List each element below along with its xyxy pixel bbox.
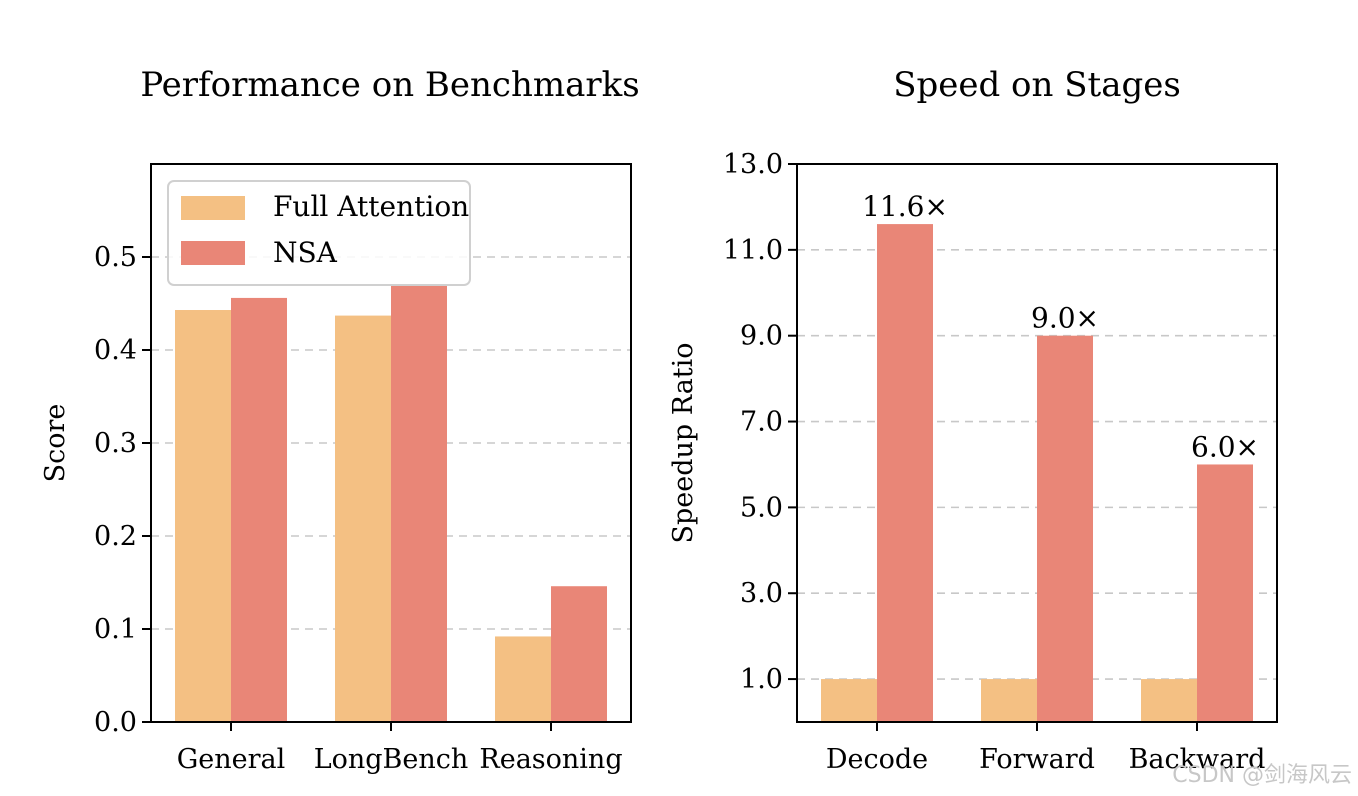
- x-tick-label: Decode: [826, 744, 928, 775]
- x-tick-label: Backward: [1129, 744, 1266, 775]
- y-tick-label: 0.5: [94, 242, 137, 273]
- y-tick-label: 7.0: [740, 407, 783, 438]
- y-tick-label: 13.0: [723, 149, 783, 180]
- x-tick-label: General: [177, 744, 286, 775]
- bar-full-attention-reasoning: [495, 636, 551, 722]
- x-tick-label: Reasoning: [479, 744, 622, 775]
- legend-label-nsa: NSA: [273, 236, 338, 269]
- legend-swatch-nsa: [181, 241, 245, 265]
- x-tick-label: Forward: [979, 744, 1095, 775]
- legend: Full Attention NSA: [167, 180, 471, 286]
- bar-nsa-longbench: [391, 285, 447, 722]
- stage-speed-chart: Speed on Stages Speedup Ratio 1.0 3.0 5.0 7…: [668, 65, 1278, 775]
- watermark: CSDN @剑海风云: [1172, 763, 1352, 788]
- chart-title: Performance on Benchmarks: [140, 65, 639, 105]
- bar-nsa-forward: [1037, 335, 1093, 722]
- y-tick-label: 0.1: [94, 614, 137, 645]
- bar-full-attention-backward: [1141, 679, 1197, 722]
- y-tick-label: 0.2: [94, 521, 137, 552]
- speedup-annotation: 6.0×: [1191, 430, 1259, 463]
- bar-full-attention-forward: [981, 679, 1037, 722]
- y-tick-label: 5.0: [740, 492, 783, 523]
- bar-nsa-decode: [877, 224, 933, 723]
- bar-nsa-reasoning: [551, 586, 607, 722]
- bar-full-attention-longbench: [335, 315, 391, 722]
- y-axis-label: Score: [40, 404, 71, 483]
- x-tick-label: LongBench: [314, 744, 469, 775]
- y-tick-label: 0.3: [94, 428, 137, 459]
- legend-label-full-attention: Full Attention: [273, 190, 469, 223]
- speedup-annotation: 9.0×: [1031, 302, 1099, 335]
- bar-full-attention-general: [175, 310, 231, 722]
- chart-title: Speed on Stages: [893, 65, 1181, 105]
- speedup-annotation: 11.6×: [862, 190, 948, 223]
- y-tick-label: 11.0: [723, 235, 783, 266]
- bar-nsa-general: [231, 297, 287, 722]
- y-tick-label: 0.4: [94, 335, 137, 366]
- y-tick-label: 1.0: [740, 664, 783, 695]
- legend-swatch-full-attention: [181, 196, 245, 220]
- y-tick-label: 3.0: [740, 578, 783, 609]
- bar-nsa-backward: [1197, 464, 1253, 722]
- y-tick-label: 9.0: [740, 321, 783, 352]
- y-axis-label: Speedup Ratio: [668, 342, 699, 543]
- benchmark-performance-chart: Performance on Benchmarks Score 0.0 0.1 0.…: [40, 65, 640, 775]
- y-tick-label: 0.0: [94, 707, 137, 738]
- bar-full-attention-decode: [821, 679, 877, 722]
